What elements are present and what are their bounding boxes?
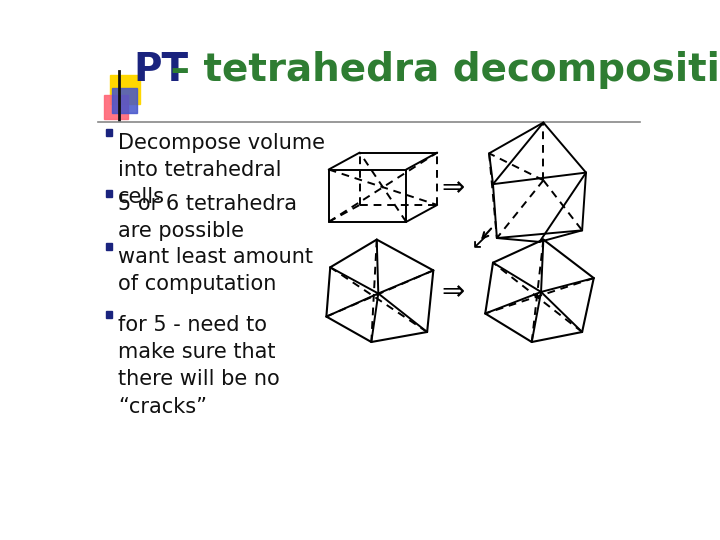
Bar (110, 75, 140, 104)
Text: ⇒: ⇒ (441, 174, 464, 202)
Bar (106, 244, 112, 251)
Bar (106, 129, 112, 136)
Text: Decompose volume
into tetrahedral
cells: Decompose volume into tetrahedral cells (118, 132, 325, 207)
Bar (106, 190, 112, 197)
Text: for 5 - need to
make sure that
there will be no
“cracks”: for 5 - need to make sure that there wil… (118, 315, 279, 417)
Text: ↙: ↙ (472, 232, 490, 252)
Bar (104, 95, 127, 119)
Text: – tetrahedra decomposition: – tetrahedra decomposition (157, 51, 720, 90)
Text: 5 or 6 tetrahedra
are possible: 5 or 6 tetrahedra are possible (118, 194, 297, 241)
Bar (112, 87, 137, 112)
Text: want least amount
of computation: want least amount of computation (118, 247, 313, 294)
Text: ⇒: ⇒ (441, 278, 464, 306)
Bar (106, 311, 112, 318)
Text: PT: PT (133, 51, 189, 90)
